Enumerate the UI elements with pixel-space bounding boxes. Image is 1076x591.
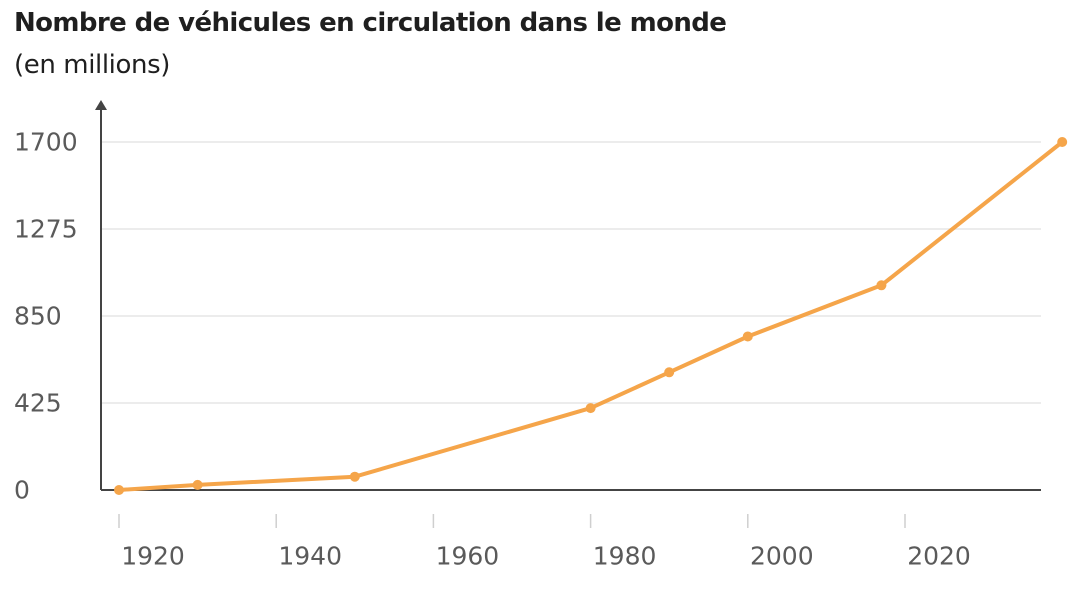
- data-point: [876, 280, 887, 291]
- y-tick-label: 0: [14, 476, 30, 505]
- data-point: [742, 331, 753, 342]
- x-tick-label: 1940: [278, 542, 342, 571]
- tick-labels: 0 425 850 1275 1700 1920 1940 1960 1980 2000 2020: [14, 128, 971, 571]
- y-tick-label: 425: [14, 389, 62, 418]
- x-tick-label: 1960: [436, 542, 500, 571]
- y-tick-label: 850: [14, 302, 62, 331]
- x-tick-label: 1980: [593, 542, 657, 571]
- data-point: [1057, 137, 1068, 147]
- y-axis-arrow: [95, 100, 107, 110]
- chart-title: Nombre de véhicules en circulation dans …: [14, 8, 727, 38]
- grid-lines: [101, 141, 1041, 404]
- data-point: [585, 403, 596, 414]
- x-tick-label: 2020: [907, 542, 971, 571]
- axes: [95, 100, 1041, 528]
- series: [114, 137, 1068, 495]
- x-tick-label: 1920: [121, 542, 185, 571]
- data-point: [114, 485, 124, 495]
- data-point: [192, 479, 203, 490]
- y-tick-label: 1700: [14, 128, 78, 157]
- y-tick-label: 1275: [14, 215, 78, 244]
- series-line: [117, 140, 1065, 492]
- chart-subtitle: (en millions): [14, 50, 170, 80]
- data-point: [664, 367, 675, 378]
- data-point: [349, 471, 360, 482]
- x-tick-label: 2000: [750, 542, 814, 571]
